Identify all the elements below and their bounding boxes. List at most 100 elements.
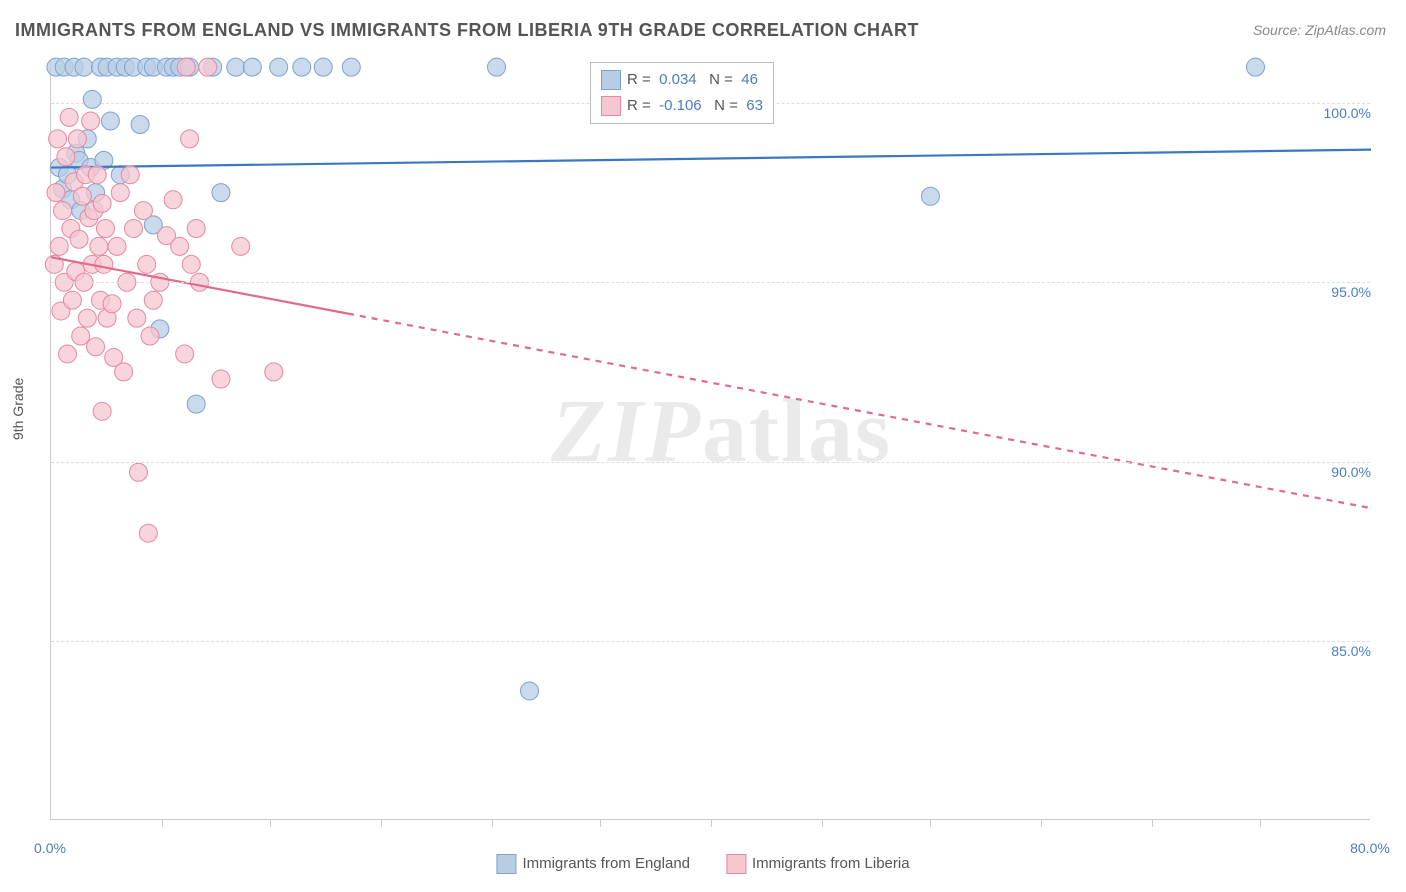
data-point bbox=[314, 58, 332, 76]
data-point bbox=[232, 237, 250, 255]
regression-line-solid bbox=[51, 150, 1371, 168]
data-point bbox=[270, 58, 288, 76]
data-point bbox=[72, 327, 90, 345]
data-point bbox=[75, 58, 93, 76]
regression-line-dashed bbox=[348, 314, 1371, 508]
data-point bbox=[342, 58, 360, 76]
x-tick-minor bbox=[930, 819, 932, 827]
data-point bbox=[181, 130, 199, 148]
chart-container: IMMIGRANTS FROM ENGLAND VS IMMIGRANTS FR… bbox=[0, 0, 1406, 892]
data-point bbox=[521, 682, 539, 700]
legend-label: Immigrants from England bbox=[522, 855, 690, 872]
y-tick-label: 85.0% bbox=[1311, 643, 1371, 659]
data-point bbox=[60, 108, 78, 126]
chart-source: Source: ZipAtlas.com bbox=[1253, 22, 1386, 38]
chart-title: IMMIGRANTS FROM ENGLAND VS IMMIGRANTS FR… bbox=[15, 20, 919, 41]
data-point bbox=[57, 148, 75, 166]
gridline-h bbox=[51, 282, 1370, 283]
data-point bbox=[83, 90, 101, 108]
data-point bbox=[68, 130, 86, 148]
data-point bbox=[212, 370, 230, 388]
data-point bbox=[139, 524, 157, 542]
legend-swatch bbox=[601, 70, 621, 90]
data-point bbox=[125, 219, 143, 237]
x-tick-minor bbox=[711, 819, 713, 827]
y-tick-label: 95.0% bbox=[1311, 284, 1371, 300]
data-point bbox=[93, 402, 111, 420]
data-point bbox=[1247, 58, 1265, 76]
legend-text: R = -0.106 N = 63 bbox=[627, 97, 763, 114]
legend-row: R = -0.106 N = 63 bbox=[601, 93, 763, 119]
x-tick-label: 0.0% bbox=[34, 840, 66, 856]
data-point bbox=[265, 363, 283, 381]
y-axis-label: 9th Grade bbox=[10, 378, 26, 440]
legend-correlation: R = 0.034 N = 46 R = -0.106 N = 63 bbox=[590, 62, 774, 124]
data-point bbox=[96, 219, 114, 237]
data-point bbox=[78, 309, 96, 327]
data-point bbox=[199, 58, 217, 76]
legend-series: Immigrants from England Immigrants from L… bbox=[478, 854, 927, 874]
x-tick-minor bbox=[381, 819, 383, 827]
data-point bbox=[121, 166, 139, 184]
gridline-h bbox=[51, 462, 1370, 463]
data-point bbox=[128, 309, 146, 327]
data-point bbox=[129, 463, 147, 481]
data-point bbox=[103, 295, 121, 313]
data-point bbox=[293, 58, 311, 76]
legend-label: Immigrants from Liberia bbox=[752, 855, 910, 872]
gridline-h bbox=[51, 641, 1370, 642]
data-point bbox=[50, 237, 68, 255]
x-tick-label: 80.0% bbox=[1350, 840, 1390, 856]
data-point bbox=[176, 345, 194, 363]
data-point bbox=[95, 255, 113, 273]
data-point bbox=[87, 338, 105, 356]
x-tick-minor bbox=[1152, 819, 1154, 827]
data-point bbox=[54, 202, 72, 220]
data-point bbox=[131, 116, 149, 134]
data-point bbox=[182, 255, 200, 273]
data-point bbox=[59, 345, 77, 363]
data-point bbox=[138, 255, 156, 273]
data-point bbox=[243, 58, 261, 76]
x-tick-minor bbox=[822, 819, 824, 827]
data-point bbox=[93, 194, 111, 212]
data-point bbox=[73, 187, 91, 205]
legend-bottom-item: Immigrants from Liberia bbox=[726, 854, 910, 874]
plot-svg bbox=[51, 60, 1370, 819]
x-tick-minor bbox=[162, 819, 164, 827]
data-point bbox=[488, 58, 506, 76]
data-point bbox=[47, 184, 65, 202]
data-point bbox=[134, 202, 152, 220]
x-tick-minor bbox=[600, 819, 602, 827]
legend-swatch bbox=[726, 854, 746, 874]
data-point bbox=[101, 112, 119, 130]
data-point bbox=[212, 184, 230, 202]
data-point bbox=[177, 58, 195, 76]
data-point bbox=[144, 291, 162, 309]
x-tick-minor bbox=[1041, 819, 1043, 827]
data-point bbox=[111, 184, 129, 202]
data-point bbox=[90, 237, 108, 255]
data-point bbox=[115, 363, 133, 381]
data-point bbox=[88, 166, 106, 184]
y-tick-label: 90.0% bbox=[1311, 464, 1371, 480]
data-point bbox=[187, 395, 205, 413]
data-point bbox=[82, 112, 100, 130]
x-tick-minor bbox=[270, 819, 272, 827]
legend-swatch bbox=[601, 96, 621, 116]
data-point bbox=[187, 219, 205, 237]
data-point bbox=[921, 187, 939, 205]
data-point bbox=[49, 130, 67, 148]
legend-text: R = 0.034 N = 46 bbox=[627, 71, 758, 88]
legend-swatch bbox=[496, 854, 516, 874]
x-tick-minor bbox=[492, 819, 494, 827]
data-point bbox=[63, 291, 81, 309]
legend-bottom-item: Immigrants from England bbox=[496, 854, 690, 874]
data-point bbox=[141, 327, 159, 345]
plot-area: ZIPatlas 100.0%95.0%90.0%85.0% bbox=[50, 60, 1370, 820]
data-point bbox=[108, 237, 126, 255]
legend-row: R = 0.034 N = 46 bbox=[601, 67, 763, 93]
data-point bbox=[70, 230, 88, 248]
data-point bbox=[171, 237, 189, 255]
data-point bbox=[227, 58, 245, 76]
